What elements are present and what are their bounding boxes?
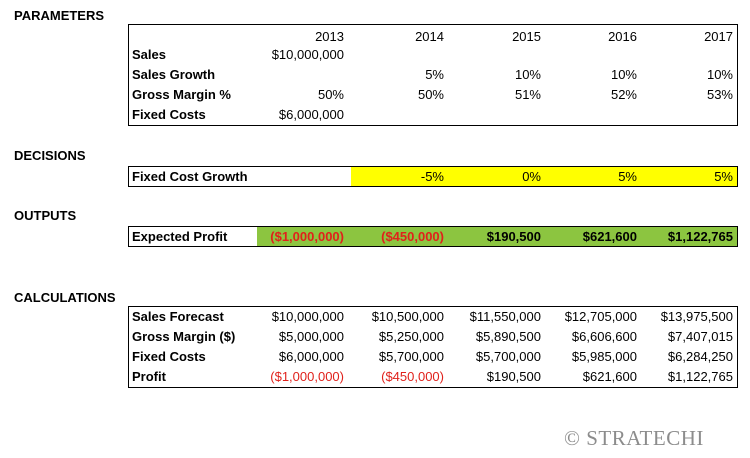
output-cell: ($1,000,000)	[270, 229, 344, 244]
calc-row-profit: Profit ($1,000,000) ($450,000) $190,500 …	[129, 367, 737, 387]
calc-cell: $7,407,015	[667, 329, 733, 344]
decision-input-2014[interactable]: -5%	[420, 169, 444, 184]
output-highlight	[257, 227, 737, 246]
outputs-title: OUTPUTS	[14, 208, 77, 223]
param-label-sales: Sales	[132, 47, 166, 62]
decision-input-2016[interactable]: 5%	[618, 169, 637, 184]
calc-row-gross-margin: Gross Margin ($) $5,000,000 $5,250,000 $…	[129, 327, 737, 347]
param-cell: 10%	[706, 67, 733, 82]
outputs-table: Expected Profit ($1,000,000) ($450,000) …	[128, 226, 738, 247]
output-cell: $621,600	[582, 229, 637, 244]
calc-cell: $5,985,000	[571, 349, 637, 364]
calculations-table: Sales Forecast $10,000,000 $10,500,000 $…	[128, 306, 738, 388]
param-row-gross-margin: Gross Margin % 50% 50% 51% 52% 53%	[129, 85, 737, 105]
year-2016: 2016	[608, 29, 637, 44]
param-label-fixed-costs: Fixed Costs	[132, 107, 206, 122]
param-label-gross-margin: Gross Margin %	[132, 87, 231, 102]
param-row-sales: Sales $10,000,000	[129, 45, 737, 65]
calc-cell: $621,600	[582, 369, 637, 384]
stratechi-logo: © STRATECHI	[564, 426, 704, 450]
parameters-title: PARAMETERS	[14, 8, 105, 23]
param-cell: 10%	[610, 67, 637, 82]
param-label-sales-growth: Sales Growth	[132, 67, 216, 82]
calc-cell: $190,500	[486, 369, 541, 384]
calc-cell: $6,284,250	[667, 349, 733, 364]
calc-cell: $6,000,000	[278, 349, 344, 364]
decision-highlight	[351, 167, 737, 186]
param-row-fixed-costs: Fixed Costs $6,000,000	[129, 105, 737, 125]
calc-label-fixed-costs: Fixed Costs	[132, 349, 206, 364]
parameters-table: 2013 2014 2015 2016 2017 Sales $10,000,0…	[128, 24, 738, 126]
output-label: Expected Profit	[132, 229, 228, 244]
calc-cell: $5,000,000	[278, 329, 344, 344]
param-cell: 50%	[317, 87, 344, 102]
param-cell: 50%	[417, 87, 444, 102]
param-cell: $10,000,000	[271, 47, 344, 62]
calc-label-gross-margin: Gross Margin ($)	[132, 329, 236, 344]
calc-cell: ($1,000,000)	[270, 369, 344, 384]
decision-row: Fixed Cost Growth -5% 0% 5% 5%	[129, 167, 737, 187]
parameters-year-row: 2013 2014 2015 2016 2017	[129, 27, 737, 47]
calc-cell: $1,122,765	[667, 369, 733, 384]
year-2014: 2014	[415, 29, 444, 44]
decision-label: Fixed Cost Growth	[132, 169, 248, 184]
year-2017: 2017	[704, 29, 733, 44]
calc-cell: $5,250,000	[378, 329, 444, 344]
calc-row-sales-forecast: Sales Forecast $10,000,000 $10,500,000 $…	[129, 307, 737, 327]
output-cell: $190,500	[486, 229, 541, 244]
calc-cell: $5,700,000	[475, 349, 541, 364]
year-2013: 2013	[315, 29, 344, 44]
calc-label-sales-forecast: Sales Forecast	[132, 309, 224, 324]
decision-input-2017[interactable]: 5%	[714, 169, 733, 184]
param-cell: $6,000,000	[278, 107, 344, 122]
output-row: Expected Profit ($1,000,000) ($450,000) …	[129, 227, 737, 247]
calc-label-profit: Profit	[132, 369, 166, 384]
param-cell: 52%	[610, 87, 637, 102]
calc-cell: $11,550,000	[469, 309, 541, 324]
param-cell: 53%	[706, 87, 733, 102]
decisions-table: Fixed Cost Growth -5% 0% 5% 5%	[128, 166, 738, 187]
param-cell: 5%	[425, 67, 444, 82]
param-cell: 10%	[514, 67, 541, 82]
calc-cell: $13,975,500	[660, 309, 733, 324]
output-cell: $1,122,765	[667, 229, 733, 244]
calc-cell: $12,705,000	[564, 309, 637, 324]
decision-input-2015[interactable]: 0%	[522, 169, 541, 184]
year-2015: 2015	[512, 29, 541, 44]
param-row-sales-growth: Sales Growth 5% 10% 10% 10%	[129, 65, 737, 85]
calc-cell: $5,890,500	[475, 329, 541, 344]
calc-cell: ($450,000)	[381, 369, 444, 384]
calc-row-fixed-costs: Fixed Costs $6,000,000 $5,700,000 $5,700…	[129, 347, 737, 367]
decisions-title: DECISIONS	[14, 148, 86, 163]
calc-cell: $10,500,000	[371, 309, 444, 324]
calculations-title: CALCULATIONS	[14, 290, 116, 305]
calc-cell: $5,700,000	[378, 349, 444, 364]
calc-cell: $6,606,600	[571, 329, 637, 344]
param-cell: 51%	[514, 87, 541, 102]
calc-cell: $10,000,000	[271, 309, 344, 324]
output-cell: ($450,000)	[381, 229, 444, 244]
